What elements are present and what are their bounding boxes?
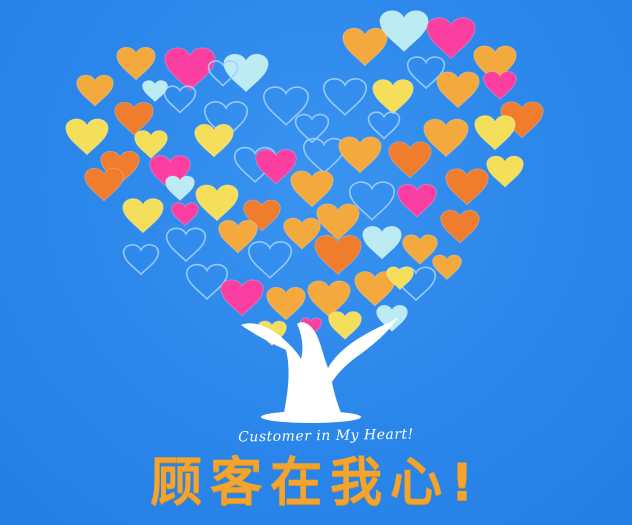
heart-mark [194, 123, 234, 158]
heart-mark [423, 118, 469, 158]
heart-mark [266, 286, 306, 321]
tree-trunk-group [241, 317, 398, 423]
heart-mark [342, 27, 388, 67]
heart-mark [445, 168, 489, 206]
heart-mark [376, 304, 408, 332]
tree-trunk [241, 317, 398, 418]
heart-mark [388, 141, 432, 179]
heart-mark [303, 137, 345, 175]
heart-mark [263, 86, 309, 126]
heart-mark [142, 80, 168, 103]
heart-mark [402, 234, 438, 265]
heart-mark [164, 47, 216, 91]
heart-mark [195, 184, 239, 222]
heart-mark [323, 78, 367, 116]
heart-mark [426, 17, 476, 60]
heart-mark [248, 241, 292, 279]
heart-mark [65, 118, 109, 156]
heart-mark [379, 10, 429, 53]
heart-cloud [65, 10, 544, 347]
heart-mark [223, 53, 269, 93]
tree-base [261, 411, 361, 423]
heart-mark [122, 198, 164, 234]
heart-mark [186, 263, 228, 301]
heart-mark [283, 217, 321, 250]
heart-mark [307, 280, 351, 318]
heart-mark [406, 56, 446, 90]
heart-mark [367, 111, 401, 140]
heart-mark [207, 60, 239, 87]
heart-mark [483, 71, 517, 100]
heart-mark [116, 46, 156, 81]
heart-mark [440, 209, 480, 244]
heart-mark [362, 225, 402, 260]
heart-mark [294, 113, 330, 144]
heart-mark [84, 167, 124, 202]
heart-mark [349, 181, 395, 221]
heart-mark [314, 234, 362, 276]
heart-mark [255, 149, 297, 185]
heart-mark [328, 311, 362, 340]
heart-mark [290, 170, 334, 208]
heart-mark [316, 203, 360, 241]
heart-mark [218, 219, 258, 254]
heart-mark [432, 254, 462, 281]
heart-mark [474, 115, 516, 151]
heart-mark [500, 101, 544, 139]
heart-mark [171, 202, 199, 227]
heart-mark [220, 279, 264, 317]
heart-mark [338, 136, 382, 174]
heart-mark [372, 79, 414, 115]
heart-mark [234, 146, 276, 184]
heart-mark [122, 243, 160, 276]
heart-mark [134, 130, 168, 159]
heart-mark [114, 101, 154, 136]
heart-mark [486, 155, 524, 188]
heart-mark [76, 74, 114, 107]
chinese-slogan: 顾客在我心! [150, 453, 482, 513]
heart-mark [165, 227, 207, 263]
heart-mark [243, 199, 281, 232]
heart-mark [386, 266, 414, 291]
heart-mark [397, 183, 437, 218]
heart-mark [436, 71, 480, 109]
heart-mark [165, 175, 195, 202]
